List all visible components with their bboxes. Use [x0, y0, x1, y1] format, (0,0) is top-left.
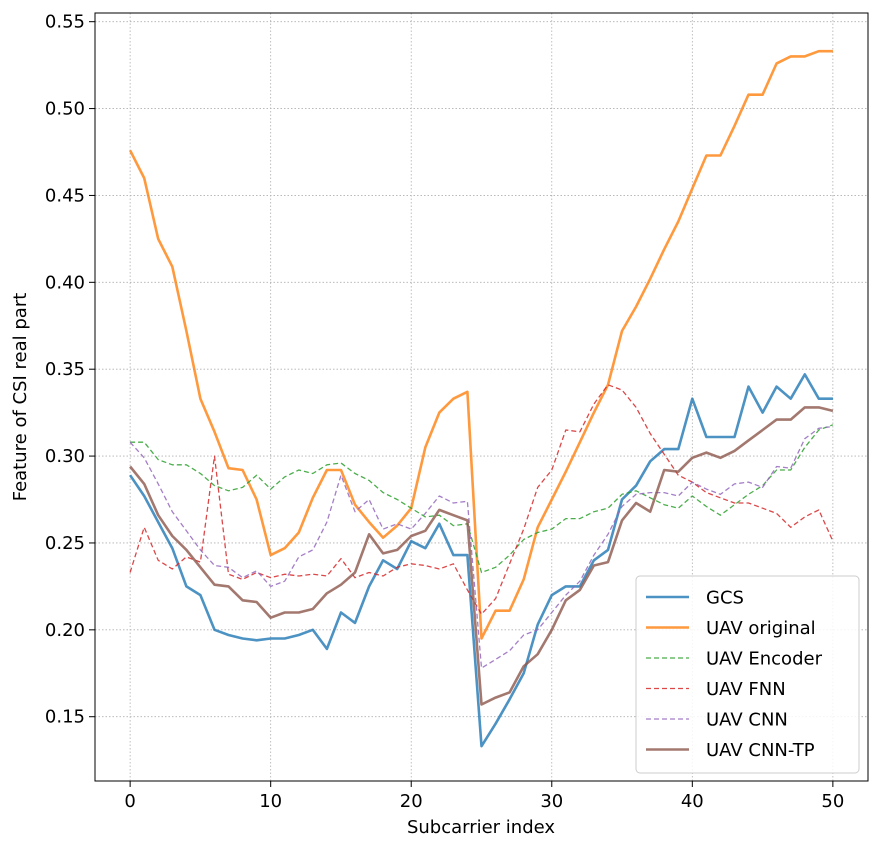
- y-tick-label: 0.45: [45, 185, 85, 206]
- x-tick-label: 30: [540, 791, 563, 812]
- y-tick-label: 0.15: [45, 707, 85, 728]
- x-tick-label: 0: [124, 791, 135, 812]
- y-tick-label: 0.30: [45, 446, 85, 467]
- x-tick-label: 50: [821, 791, 844, 812]
- series-line-0: [129, 373, 833, 748]
- legend-box: [635, 575, 860, 774]
- x-tick-label: 10: [259, 791, 282, 812]
- y-tick-label: 0.20: [45, 620, 85, 641]
- y-tick-label: 0.55: [45, 12, 85, 33]
- x-tick-label: 40: [681, 791, 704, 812]
- legend-label: GCS: [706, 588, 744, 609]
- legend-label: UAV FNN: [706, 679, 786, 700]
- legend-label: UAV original: [706, 618, 816, 639]
- series-line-1: [128, 49, 833, 640]
- y-axis-ticks: 0.15 0.20 0.25 0.30 0.35 0.40 0.45 0.50 0.55: [45, 12, 95, 728]
- legend-label: UAV CNN: [706, 710, 788, 731]
- series-lines: [128, 49, 834, 748]
- y-tick-label: 0.25: [45, 533, 85, 554]
- x-axis-ticks: 0 10 20 30 40 50: [124, 781, 844, 812]
- legend: GCS UAV original UAV Encoder UAV FNN UAV CNN…: [635, 575, 860, 774]
- x-axis-title: Subcarrier index: [407, 817, 555, 838]
- x-tick-label: 20: [400, 791, 423, 812]
- y-axis-title: Feature of CSI real part: [10, 293, 31, 502]
- y-tick-label: 0.40: [45, 272, 85, 293]
- y-tick-label: 0.35: [45, 359, 85, 380]
- legend-label: UAV Encoder: [706, 649, 823, 670]
- legend-label: UAV CNN-TP: [706, 740, 815, 761]
- series-line-5: [129, 406, 834, 706]
- series-line-4: [129, 425, 833, 669]
- series-line-2: [130, 424, 834, 574]
- y-tick-label: 0.50: [45, 99, 85, 120]
- plot-frame: [94, 12, 869, 782]
- series-line-3: [129, 384, 834, 615]
